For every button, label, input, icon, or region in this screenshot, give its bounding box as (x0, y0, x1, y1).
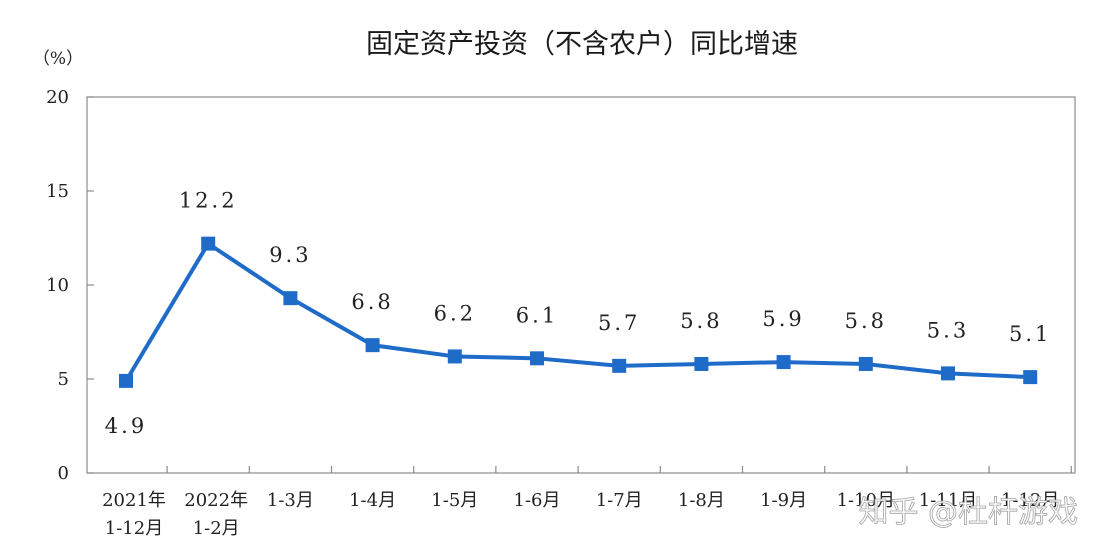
data-point-marker (119, 373, 133, 388)
data-point-marker (694, 356, 709, 371)
data-labels: 4.9 12.2 9.3 6.8 6.2 6.1 5.7 5.8 5.9 5.8 5.3 5.1 (105, 189, 1051, 438)
y-tick-label: 10 (46, 275, 69, 296)
data-point-marker (447, 349, 462, 364)
data-point-marker (612, 358, 627, 373)
data-point-marker (530, 351, 544, 366)
data-label: 5.8 (680, 309, 722, 333)
y-axis-unit: （%） (33, 49, 83, 69)
x-tick-label: 1-5月 (431, 490, 478, 511)
data-point-marker (283, 291, 298, 306)
x-tick-label: 1-12月 (105, 518, 163, 539)
y-tick-label: 5 (58, 369, 69, 390)
x-tick-label: 1-6月 (514, 490, 561, 511)
x-tick-label: 1-9月 (760, 490, 807, 511)
watermark: 知乎 @杜杆游戏 (858, 495, 1078, 530)
data-point-marker (201, 236, 216, 251)
y-tick-label: 20 (46, 87, 69, 108)
x-tick-label: 1-10月 (837, 490, 895, 511)
data-point-marker (776, 355, 791, 370)
data-label: 5.9 (762, 307, 804, 331)
x-tick-label: 1-11月 (919, 490, 977, 511)
series-markers (119, 236, 1038, 388)
data-label: 5.7 (598, 311, 640, 335)
plot-frame (86, 96, 1076, 474)
y-tick-label: 0 (58, 463, 69, 484)
data-point-marker (858, 356, 873, 371)
data-label: 6.8 (351, 290, 393, 314)
x-tick-label: 1-7月 (596, 490, 643, 511)
data-point-marker (1023, 370, 1038, 385)
x-tick-label: 2021年 (102, 490, 166, 511)
data-point-marker (941, 366, 955, 381)
y-axis: 0 5 10 15 20 (46, 87, 94, 484)
data-label: 6.1 (516, 303, 558, 327)
data-label: 12.2 (179, 189, 238, 213)
data-label: 5.3 (927, 318, 969, 342)
data-label: 6.2 (434, 301, 476, 325)
x-tick-label: 1-8月 (678, 490, 725, 511)
chart-title: 固定资产投资（不含农户）同比增速 (366, 29, 798, 60)
x-tick-label: 2022年 (184, 490, 248, 511)
data-label: 4.9 (105, 414, 147, 438)
series-line (124, 241, 1031, 382)
x-tick-label: 1-4月 (349, 490, 396, 511)
x-tick-label: 1-12月 (1001, 490, 1059, 511)
x-tick-label: 1-3月 (267, 490, 314, 511)
data-label: 5.8 (845, 309, 887, 333)
x-tick-label: 1-2月 (193, 518, 240, 539)
x-axis: 2021年 1-12月 2022年 1-2月 1-3月 1-4月 1-5月 1-6月 1-7月 1… (102, 466, 1072, 539)
data-label: 5.1 (1009, 322, 1051, 346)
data-point-marker (365, 338, 380, 353)
data-label: 9.3 (269, 243, 311, 267)
y-tick-label: 15 (46, 181, 69, 202)
